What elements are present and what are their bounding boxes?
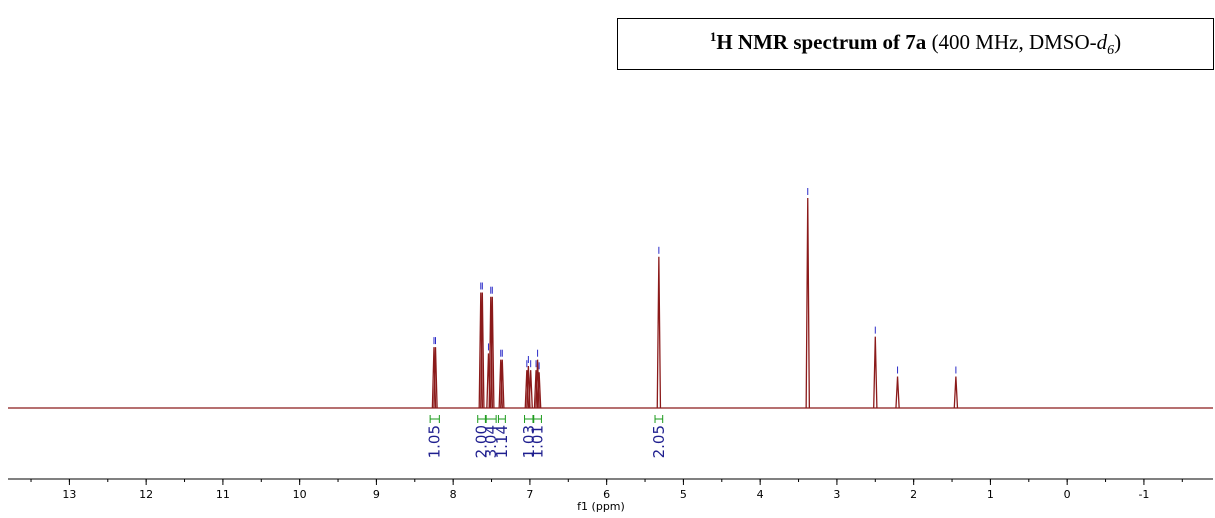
spectrum-peak [528, 370, 533, 409]
spectrum-peak [524, 370, 530, 409]
spectrum-peak [953, 376, 959, 409]
spectrum-peak [873, 336, 878, 409]
spectrum-peak [490, 296, 495, 409]
title-text: 1H NMR spectrum of 7a (400 MHz, DMSO-d6) [709, 28, 1122, 59]
integral-label: 3.04 [482, 425, 500, 458]
x-tick-label: 0 [1064, 488, 1071, 501]
x-tick-label: 12 [139, 488, 153, 501]
spectrum-peak [433, 347, 438, 409]
x-tick-label: -1 [1138, 488, 1149, 501]
integral-label: 2.00 [473, 425, 491, 458]
integral-label: 1.03 [520, 425, 538, 458]
integral-label: 2.05 [650, 425, 668, 458]
x-tick-label: 8 [450, 488, 457, 501]
spectrum-peak [536, 372, 542, 409]
x-tick-label: 7 [526, 488, 533, 501]
x-tick-label: 9 [373, 488, 380, 501]
x-tick-label: 6 [603, 488, 610, 501]
integral-layer: 1.05 2.003.041.14 1.031.01 2.05 [426, 415, 668, 458]
x-axis-label: f1 (ppm) [577, 500, 625, 513]
x-tick-label: 2 [910, 488, 917, 501]
x-tick-label: 4 [757, 488, 764, 501]
x-tick-label: 13 [62, 488, 76, 501]
chart-title: 1H NMR spectrum of 7a (400 MHz, DMSO-d6) [617, 18, 1214, 70]
spectrum-layer [8, 188, 1213, 409]
spectrum-peak [480, 292, 485, 409]
integral-label: 1.14 [493, 425, 511, 458]
x-tick-label: 3 [833, 488, 840, 501]
x-tick-label: 5 [680, 488, 687, 501]
integral-label: 1.05 [426, 425, 444, 458]
integral-label: 1.01 [529, 425, 547, 458]
spectrum-peak [533, 370, 539, 409]
spectrum-peak [895, 376, 900, 409]
x-tick-label: 1 [987, 488, 994, 501]
x-tick-label: 10 [293, 488, 307, 501]
x-axis: 13 12 11 10 9 8 7 6 5 4 3 2 1 0 -1 [8, 478, 1213, 501]
x-tick-label: 11 [216, 488, 230, 501]
spectrum-peak [805, 197, 811, 409]
spectrum-peak [500, 359, 505, 409]
spectrum-peak [656, 256, 662, 409]
